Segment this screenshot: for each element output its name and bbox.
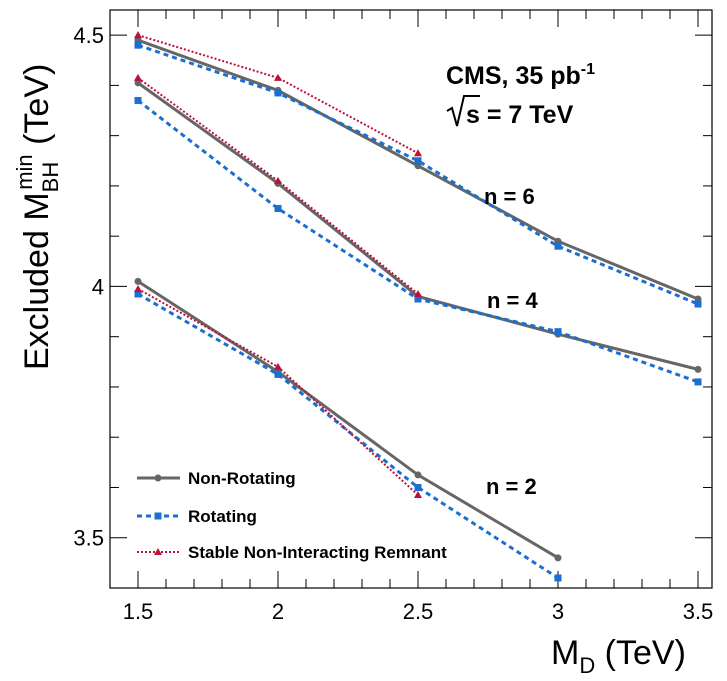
- data-point-square: [274, 370, 282, 378]
- data-point-triangle: [134, 284, 142, 292]
- energy-label: s = 7 TeV: [466, 101, 574, 129]
- legend-label-non-rotating: Non-Rotating: [188, 469, 296, 488]
- y-tick-label: 4: [92, 274, 104, 299]
- sqrt-symbol: [446, 95, 480, 127]
- data-point-square: [274, 205, 282, 213]
- series-line-non-rotating: [137, 38, 699, 301]
- x-tick-label: 2.5: [403, 599, 434, 624]
- data-point-circle: [414, 471, 422, 479]
- legend-entry-stable-remnant: Stable Non-Interacting Remnant: [137, 543, 447, 562]
- x-axis-title: MD (TeV): [551, 634, 686, 678]
- data-point-circle: [694, 365, 702, 373]
- legend-marker-rotating: [154, 512, 162, 520]
- data-point-square: [554, 328, 562, 336]
- markers-group: [134, 31, 702, 582]
- y-axis-title: Excluded MBHmin (TeV): [12, 64, 63, 370]
- data-point-square: [274, 89, 282, 97]
- x-tick-label: 2: [272, 599, 284, 624]
- data-point-square: [134, 96, 142, 104]
- y-tick-label: 4.5: [73, 23, 104, 48]
- curve-label-n4: n = 4: [487, 288, 539, 313]
- data-point-triangle: [414, 491, 422, 499]
- data-point-triangle: [274, 362, 282, 370]
- data-point-triangle: [134, 73, 142, 81]
- data-point-triangle: [134, 31, 142, 39]
- data-point-triangle: [274, 176, 282, 184]
- data-point-square: [414, 295, 422, 303]
- data-point-triangle: [274, 73, 282, 81]
- legend-label-rotating: Rotating: [188, 507, 257, 526]
- data-point-circle: [554, 554, 562, 562]
- data-point-triangle: [414, 149, 422, 157]
- data-point-square: [554, 574, 562, 582]
- series-line-non-rotating: [137, 81, 699, 371]
- x-tick-label: 3.5: [683, 599, 714, 624]
- series-line-stable-non-interacting-remnant: [137, 288, 419, 496]
- legend-entry-non-rotating: Non-Rotating: [137, 469, 296, 488]
- curve-label-n6: n = 6: [484, 184, 535, 209]
- legend: Non-Rotating Rotating Stable Non-Interac…: [137, 469, 447, 562]
- data-point-square: [554, 242, 562, 250]
- data-point-square: [694, 378, 702, 386]
- sqrt-s-label: s = 7 TeV: [446, 95, 574, 129]
- legend-marker-non-rotating: [154, 474, 162, 482]
- legend-entry-rotating: Rotating: [137, 507, 257, 526]
- data-point-triangle: [414, 289, 422, 297]
- x-tick-label: 1.5: [123, 599, 154, 624]
- data-point-square: [134, 290, 142, 298]
- experiment-label: CMS, 35 pb-1: [446, 61, 595, 90]
- data-point-circle: [134, 277, 142, 285]
- data-point-square: [134, 41, 142, 49]
- legend-label-stable-remnant: Stable Non-Interacting Remnant: [188, 543, 447, 562]
- axis-ticks-group: 1.5 2 2.5 3 3.5 3.5 4 4.5: [73, 10, 713, 624]
- series-line-rotating: [137, 43, 699, 306]
- series-line-non-rotating: [137, 280, 559, 560]
- data-point-circle: [134, 79, 142, 87]
- data-point-square: [414, 157, 422, 165]
- plot-frame-group: [109, 9, 713, 589]
- data-point-square: [414, 483, 422, 491]
- plot-frame: [109, 9, 713, 589]
- series-line-stable-non-interacting-remnant: [137, 34, 419, 155]
- y-tick-label: 3.5: [73, 526, 104, 551]
- legend-marker-stable-remnant: [154, 548, 162, 555]
- series-line-rotating: [137, 292, 559, 580]
- x-tick-label: 3: [552, 599, 564, 624]
- curve-label-n2: n = 2: [486, 474, 537, 499]
- data-point-square: [694, 300, 702, 308]
